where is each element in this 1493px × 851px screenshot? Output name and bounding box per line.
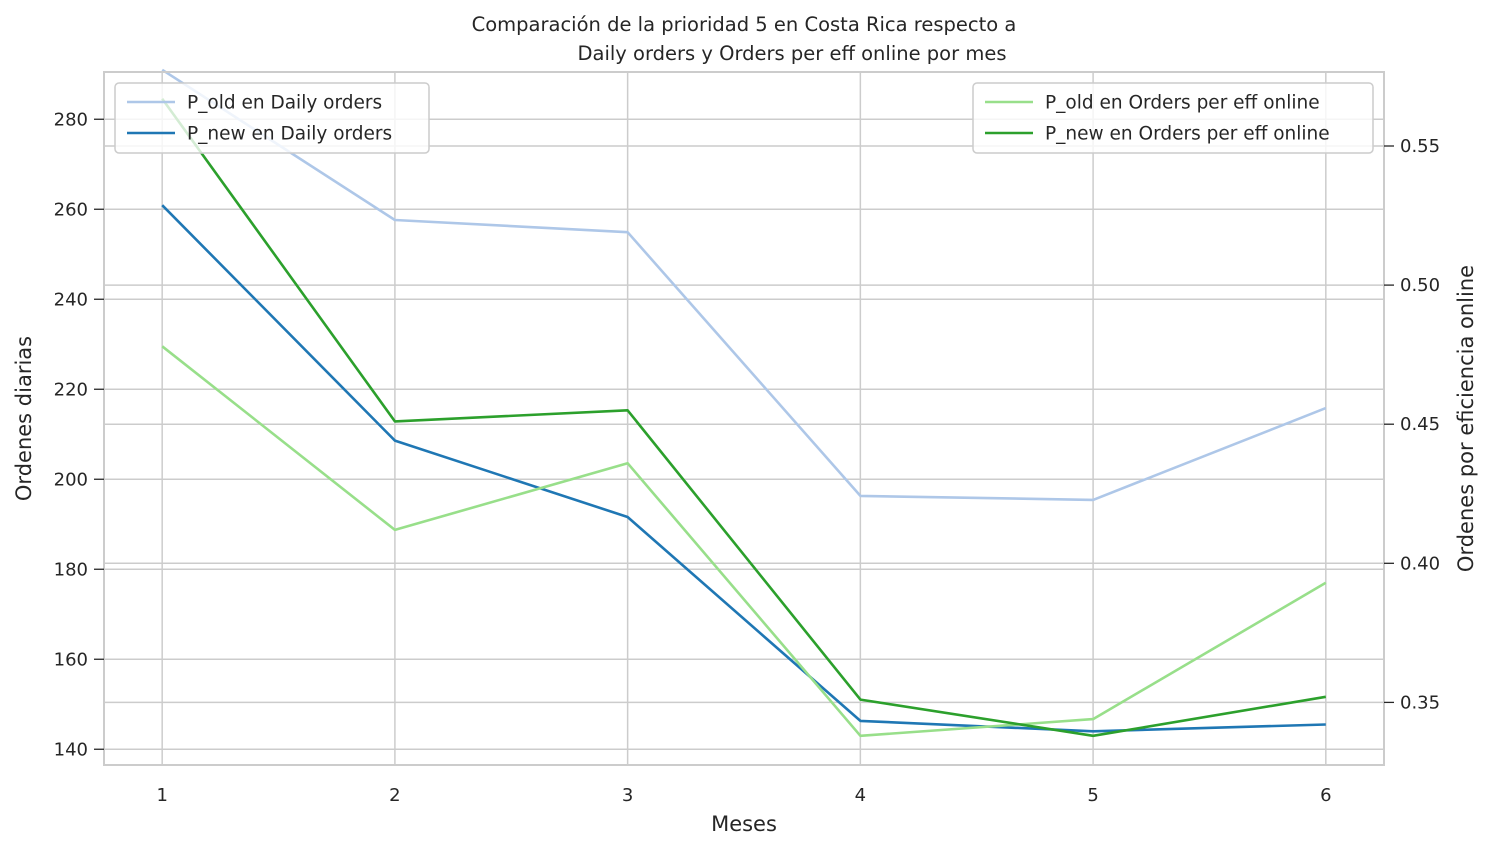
x-tick-label: 4 <box>855 785 866 806</box>
y-right-tick-label: 0.55 <box>1400 136 1440 157</box>
legend-right-box <box>972 82 1374 154</box>
legend-right: P_old en Orders per eff online P_new en O… <box>972 82 1374 154</box>
y-left-tick-label: 280 <box>54 109 88 130</box>
chart-title-line-2: Daily orders y Orders per eff online por… <box>578 42 1007 65</box>
legend-label: P_new en Daily orders <box>187 124 392 145</box>
y-left-tick-label: 140 <box>54 739 88 760</box>
legend-label: P_old en Orders per eff online <box>1045 93 1320 114</box>
legend-label: P_old en Daily orders <box>187 93 382 114</box>
y-right-tick-label: 0.40 <box>1400 553 1440 574</box>
x-tick-label: 2 <box>389 785 400 806</box>
y-left-tick-label: 180 <box>54 559 88 580</box>
legend-left-box <box>114 82 430 154</box>
ticks: 1 2 3 4 5 6 140 160 180 200 220 240 260 280 0.35 0.40 0.… <box>54 109 1440 806</box>
chart-title-line-1: Comparación de la prioridad 5 en Costa R… <box>472 13 1017 36</box>
y-right-tick-label: 0.50 <box>1400 275 1440 296</box>
y-left-tick-label: 200 <box>54 469 88 490</box>
y-left-tick-label: 240 <box>54 289 88 310</box>
y-right-tick-label: 0.45 <box>1400 414 1440 435</box>
series-line-1 <box>161 68 1327 502</box>
x-axis-label: Meses <box>711 812 777 836</box>
x-tick-label: 1 <box>156 785 167 806</box>
y-axis-right-label: Ordenes por eficiencia online <box>1454 265 1478 572</box>
plot-area <box>104 72 1384 765</box>
plot-frame <box>103 71 1385 766</box>
y-left-tick-label: 260 <box>54 199 88 220</box>
x-tick-label: 6 <box>1320 785 1331 806</box>
x-tick-label: 5 <box>1087 785 1098 806</box>
y-left-tick-label: 220 <box>54 379 88 400</box>
plot-background <box>104 72 1384 765</box>
legend-left: P_old en Daily orders P_new en Daily orde… <box>114 82 430 154</box>
series-line-4 <box>161 97 1327 738</box>
x-tick-label: 3 <box>622 785 633 806</box>
y-right-tick-label: 0.35 <box>1400 692 1440 713</box>
y-axis-left-label: Ordenes diarias <box>12 336 36 501</box>
legend-label: P_new en Orders per eff online <box>1045 124 1330 145</box>
series-lines <box>161 68 1327 738</box>
y-left-tick-label: 160 <box>54 649 88 670</box>
series-line-3 <box>161 345 1327 738</box>
